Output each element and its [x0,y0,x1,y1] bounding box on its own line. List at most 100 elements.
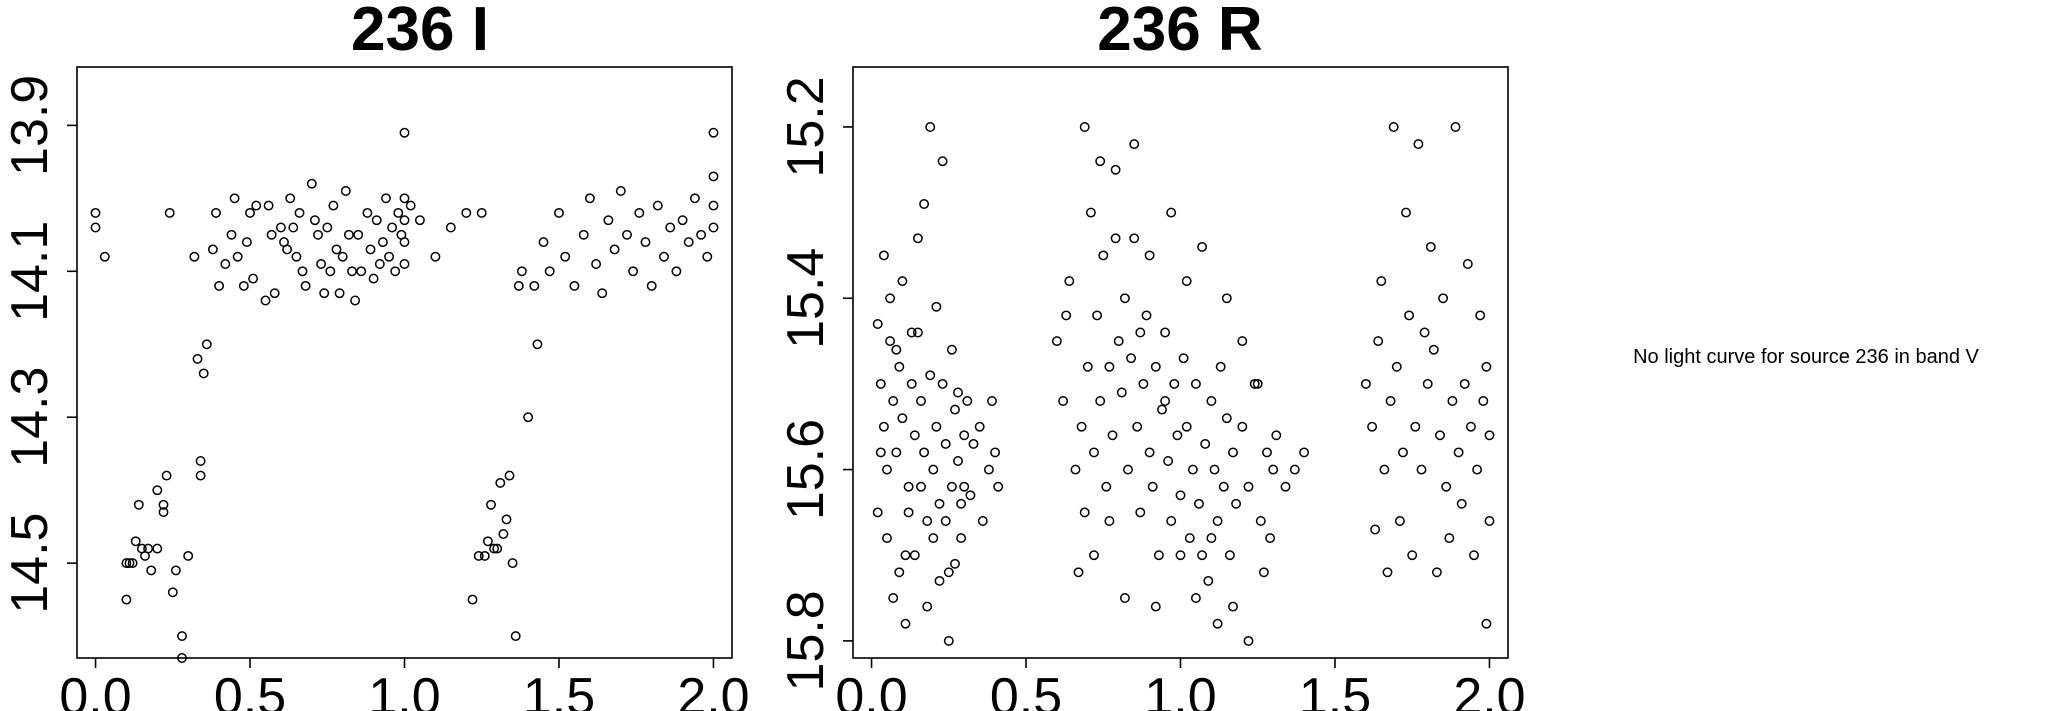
data-point [615,186,626,196]
data-point [482,536,493,547]
data-point [1373,336,1384,347]
data-point [875,378,886,389]
data-point [683,237,694,248]
data-point [1178,353,1189,364]
data-point [1160,327,1171,338]
data-point [1435,430,1445,441]
data-point [399,215,410,226]
data-point [177,631,187,642]
data-point [294,207,305,218]
y-tick-label: 14.1 [1,221,59,322]
data-point [1268,464,1279,475]
data-point [504,470,515,481]
data-point [238,280,249,291]
data-point [1163,456,1174,466]
data-point [934,498,945,509]
data-point [1447,396,1458,406]
data-point [337,251,348,262]
data-point [965,490,976,501]
data-point [1379,464,1390,475]
data-point [331,244,342,255]
data-point [919,199,930,209]
data-point [591,259,602,269]
data-point [362,207,373,218]
data-point [925,370,936,381]
data-point [381,193,391,204]
data-point [245,207,255,218]
data-point [1388,122,1399,132]
y-tick-label: 13.9 [1,75,59,176]
data-point [659,251,669,262]
data-point [702,251,713,262]
data-point [916,481,926,492]
data-point [1410,421,1421,432]
data-point [1221,413,1232,424]
data-point [461,207,472,218]
data-point [1098,250,1109,261]
data-point [946,481,957,492]
data-point [365,244,376,255]
data-point [1299,447,1310,458]
y-tick-label: 14.5 [1,513,59,614]
data-point [1129,233,1140,244]
chart-title: 236 I [351,0,489,64]
data-point [622,229,632,240]
y-tick-label: 15.6 [777,419,835,520]
data-point [578,229,589,240]
data-point [1079,507,1090,518]
data-point [1157,404,1167,415]
data-point [1243,635,1254,646]
data-point [177,653,187,663]
panel-band-i: 236 I 0.0 0.5 1.0 1.5 2.0 13.9 14.1 14.3 14.5 [1,0,750,711]
data-point [1082,361,1093,372]
data-point [384,251,395,262]
data-point [1135,507,1146,518]
data-point [516,266,527,277]
data-point [1231,498,1242,509]
data-point [1206,533,1217,544]
data-point [121,558,132,569]
data-point [90,207,101,218]
data-point [282,244,293,255]
data-point [634,207,645,218]
data-point [1061,310,1072,321]
data-point [288,222,299,233]
data-point [878,250,889,261]
data-point [1212,618,1223,629]
data-point [940,438,951,449]
data-point [900,618,911,629]
data-point [251,200,262,211]
data-point [260,295,271,306]
data-point [368,273,379,284]
data-point [885,336,896,347]
data-point [90,222,101,233]
data-point [322,222,333,233]
data-point [1119,593,1130,603]
data-point [872,319,883,329]
data-point [1135,327,1146,338]
data-point [167,587,178,598]
data-point [882,533,892,544]
data-point [1262,447,1272,458]
data-point [538,237,549,248]
data-point [1431,567,1442,578]
y-tick-label: 15.2 [777,76,835,177]
data-point [1478,396,1489,406]
data-point [220,259,231,269]
data-point [912,233,923,244]
data-point [1289,464,1300,475]
data-point [584,193,595,204]
data-point [390,266,401,277]
data-point [1425,241,1436,252]
data-point [316,259,327,269]
data-point [894,361,905,372]
data-point [891,447,902,458]
data-point [489,543,500,554]
data-point [1141,310,1152,321]
data-point [569,280,580,291]
data-point [241,237,252,248]
data-point [1465,421,1476,432]
data-point [1416,464,1427,475]
data-point [1126,353,1137,364]
